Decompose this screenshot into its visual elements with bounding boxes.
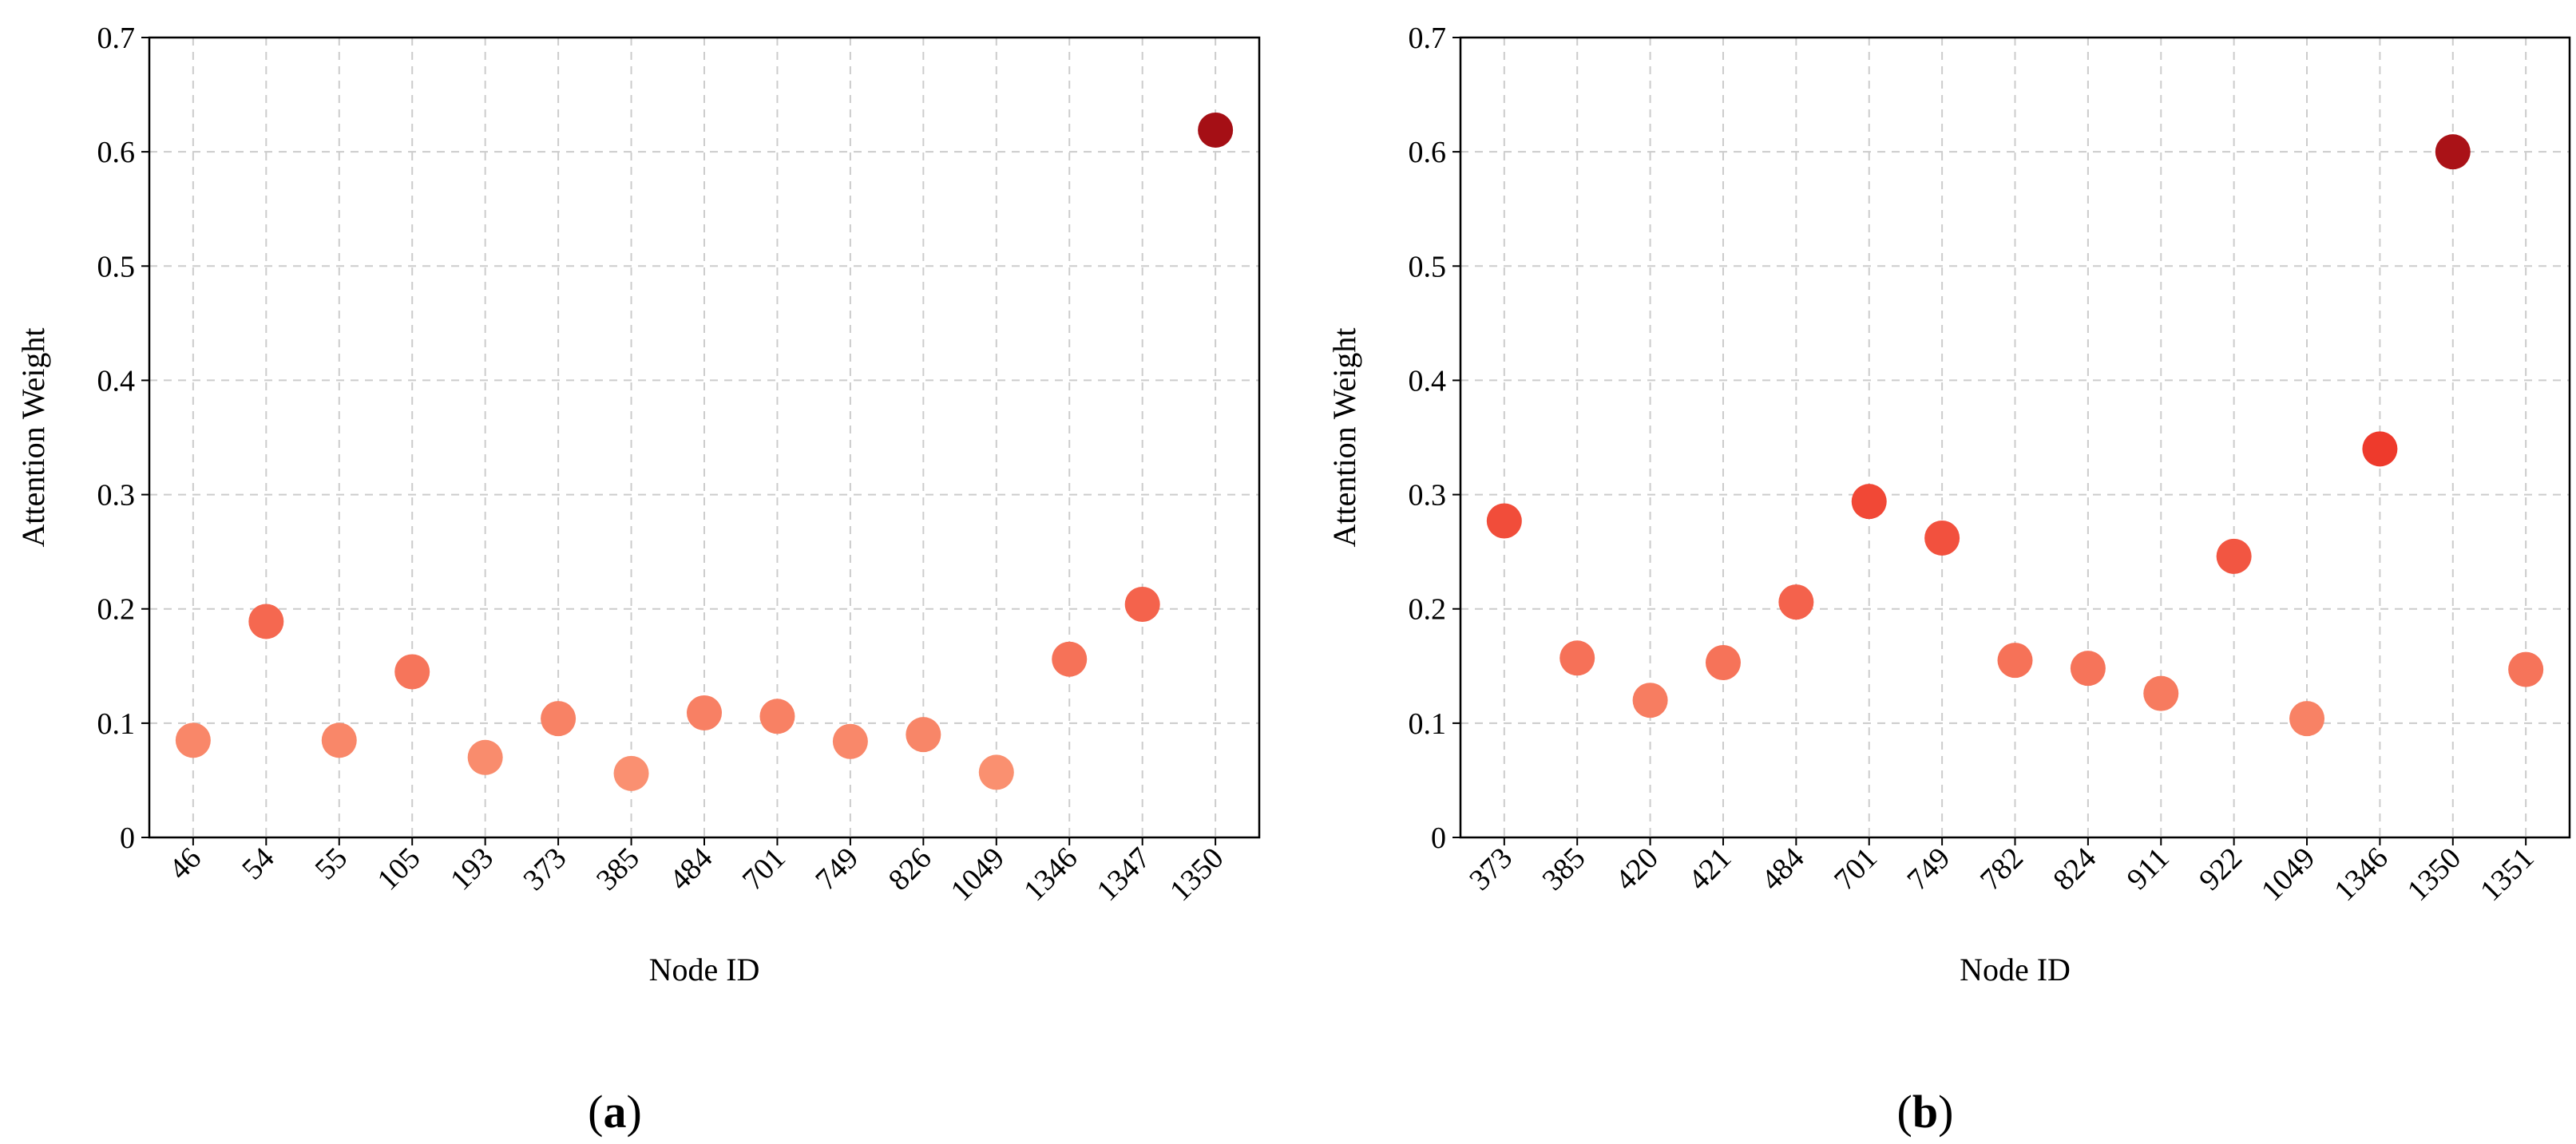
data-point-105 (394, 654, 430, 690)
panel-label-close: ) (1938, 1086, 1953, 1138)
data-point-1351 (2508, 651, 2544, 687)
y-tick-label: 0.7 (97, 22, 136, 55)
data-point-54 (248, 604, 284, 639)
y-tick-label: 0.5 (1409, 250, 1447, 283)
y-tick-label: 0.2 (97, 593, 136, 627)
y-tick-label: 0.3 (1409, 479, 1447, 513)
data-point-1350 (1198, 112, 1234, 148)
x-tick-label: 1350 (1163, 841, 1230, 908)
y-tick-label: 0.1 (1409, 707, 1447, 741)
y-tick-label: 0.4 (1409, 364, 1447, 398)
data-point-826 (906, 717, 941, 753)
x-tick-label: 701 (1828, 841, 1884, 897)
x-tick-label: 385 (590, 841, 646, 897)
x-tick-label: 1351 (2474, 841, 2540, 908)
x-tick-label: 1347 (1091, 841, 1157, 908)
y-tick-label: 0.5 (97, 250, 136, 283)
data-point-55 (321, 722, 357, 758)
y-tick-label: 0.2 (1409, 593, 1447, 627)
x-axis-title: Node ID (649, 952, 760, 988)
panel-label-open: ( (588, 1086, 603, 1138)
plot-frame (148, 36, 1261, 839)
data-point-701 (1851, 484, 1887, 520)
x-tick-label: 1346 (1017, 841, 1084, 908)
data-point-701 (759, 699, 795, 734)
data-point-373 (1486, 503, 1522, 539)
data-point-1049 (978, 754, 1014, 790)
y-tick-label: 0 (1431, 821, 1446, 855)
y-tick-label: 0.4 (97, 364, 136, 398)
data-point-420 (1632, 683, 1668, 718)
data-point-484 (687, 695, 722, 730)
x-tick-label: 1049 (945, 841, 1011, 908)
data-point-46 (175, 722, 211, 758)
x-tick-label: 1346 (2328, 841, 2394, 908)
x-tick-label: 55 (309, 841, 355, 887)
data-point-484 (1778, 584, 1814, 620)
x-tick-label: 749 (809, 841, 865, 897)
x-tick-label: 54 (236, 841, 281, 887)
panel-label-letter: b (1912, 1086, 1938, 1138)
x-tick-label: 105 (371, 841, 427, 897)
data-point-385 (1559, 640, 1595, 676)
x-tick-label: 193 (444, 841, 500, 897)
y-tick-label: 0.6 (97, 136, 136, 169)
data-point-1049 (2289, 701, 2325, 737)
x-tick-label: 1049 (2255, 841, 2321, 908)
panel-label: (b) (1897, 1086, 1954, 1138)
x-tick-label: 749 (1900, 841, 1956, 897)
x-tick-label: 421 (1682, 841, 1738, 897)
data-point-824 (2070, 651, 2106, 687)
data-point-922 (2216, 538, 2252, 574)
x-tick-label: 420 (1609, 841, 1665, 897)
data-point-373 (541, 701, 577, 737)
y-tick-label: 0.6 (1409, 136, 1447, 169)
x-tick-label: 911 (2121, 841, 2176, 897)
y-axis-title: Attention Weight (1326, 328, 1362, 548)
data-point-385 (613, 755, 649, 791)
x-tick-label: 484 (663, 841, 719, 897)
x-tick-label: 484 (1755, 841, 1811, 897)
y-tick-label: 0.3 (97, 479, 136, 513)
x-tick-label: 824 (2047, 841, 2102, 897)
panel-label-letter: a (604, 1086, 627, 1138)
chart-panel-a: 0 0.1 0.2 0.3 0.4 0.5 0.6 0.7 46 54 55 105 193 373 385… (15, 22, 1261, 1138)
y-tick-label: 0.7 (1409, 22, 1447, 55)
x-tick-label: 373 (517, 841, 573, 897)
x-tick-label: 782 (1974, 841, 2030, 897)
data-point-1346 (2362, 431, 2398, 467)
chart-panel-b: 0 0.1 0.2 0.3 0.4 0.5 0.6 0.7 373 385 420 421 484 701… (1326, 22, 2571, 1138)
panel-label-close: ) (627, 1086, 642, 1138)
data-point-782 (1997, 643, 2033, 679)
y-tick-label: 0 (120, 821, 135, 855)
data-point-911 (2143, 675, 2179, 711)
data-point-749 (1924, 520, 1960, 556)
data-point-1347 (1124, 586, 1160, 622)
panel-label: (a) (588, 1086, 642, 1138)
y-tick-label: 0.1 (97, 707, 136, 741)
x-tick-label: 701 (736, 841, 792, 897)
data-point-1346 (1052, 641, 1088, 677)
data-point-749 (832, 723, 868, 759)
panel-label-open: ( (1897, 1086, 1912, 1138)
plot-frame (1459, 36, 2571, 839)
x-tick-label: 826 (882, 841, 938, 897)
data-point-193 (467, 739, 503, 775)
data-point-421 (1705, 644, 1741, 680)
x-tick-label: 373 (1463, 841, 1519, 897)
data-point-1350 (2435, 134, 2471, 170)
x-tick-label: 1350 (2401, 841, 2467, 908)
x-tick-label: 922 (2193, 841, 2249, 897)
x-tick-label: 385 (1536, 841, 1592, 897)
x-axis-title: Node ID (1960, 952, 2071, 988)
x-tick-label: 46 (163, 841, 208, 887)
y-axis-title: Attention Weight (15, 328, 51, 548)
